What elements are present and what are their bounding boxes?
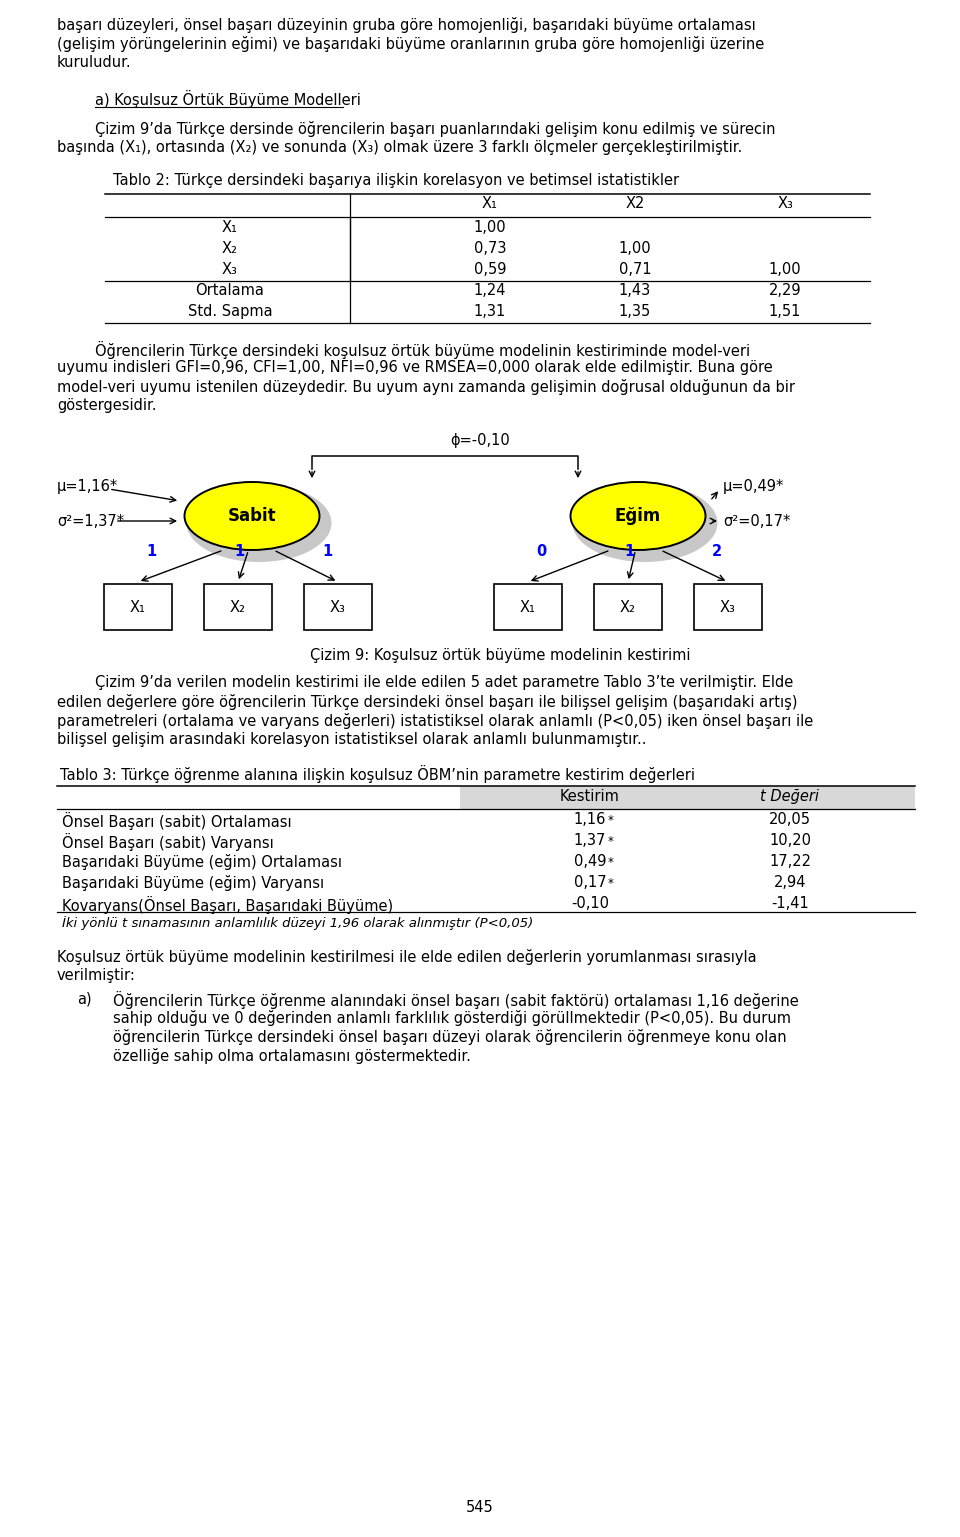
Text: *: * [608, 856, 613, 868]
Text: (gelişim yörüngelerinin eğimi) ve başarıdaki büyüme oranlarının gruba göre homoj: (gelişim yörüngelerinin eğimi) ve başarı… [57, 35, 764, 52]
Text: 17,22: 17,22 [769, 855, 811, 868]
Text: Tablo 3: Türkçe öğrenme alanına ilişkin koşulsuz ÖBM’nin parametre kestirim değe: Tablo 3: Türkçe öğrenme alanına ilişkin … [60, 765, 695, 782]
Text: σ²=1,37*: σ²=1,37* [57, 513, 124, 529]
FancyBboxPatch shape [104, 584, 172, 630]
Text: -1,41: -1,41 [771, 896, 809, 911]
Text: 2,29: 2,29 [769, 283, 802, 298]
Text: 10,20: 10,20 [769, 833, 811, 848]
Text: Önsel Başarı (sabit) Ortalaması: Önsel Başarı (sabit) Ortalaması [62, 812, 292, 830]
Text: özelliğe sahip olma ortalamasını göstermektedir.: özelliğe sahip olma ortalamasını gösterm… [113, 1048, 470, 1064]
Text: Çizim 9: Koşulsuz örtük büyüme modelinin kestirimi: Çizim 9: Koşulsuz örtük büyüme modelinin… [310, 649, 690, 662]
Text: X₃: X₃ [330, 599, 346, 615]
Text: X₂: X₂ [230, 599, 246, 615]
Text: X₃: X₃ [222, 261, 238, 277]
FancyBboxPatch shape [460, 785, 915, 808]
Ellipse shape [570, 483, 706, 550]
Text: X2: X2 [625, 197, 645, 211]
Text: 1: 1 [147, 544, 156, 559]
Text: X₁: X₁ [130, 599, 146, 615]
Text: X₁: X₁ [520, 599, 536, 615]
Text: Öğrencilerin Türkçe dersindeki koşulsuz örtük büyüme modelinin kestiriminde mode: Öğrencilerin Türkçe dersindeki koşulsuz … [95, 341, 750, 360]
Text: 2,94: 2,94 [774, 875, 806, 890]
Text: Öğrencilerin Türkçe öğrenme alanındaki önsel başarı (sabit faktörü) ortalaması 1: Öğrencilerin Türkçe öğrenme alanındaki ö… [113, 991, 799, 1008]
Text: Başarıdaki Büyüme (eğim) Ortalaması: Başarıdaki Büyüme (eğim) Ortalaması [62, 855, 342, 870]
Text: 0,49: 0,49 [574, 855, 607, 868]
Text: 1: 1 [234, 544, 245, 559]
Text: μ=1,16*: μ=1,16* [57, 478, 118, 493]
Text: X₂: X₂ [620, 599, 636, 615]
Text: Sabit: Sabit [228, 507, 276, 526]
Text: 2: 2 [712, 544, 722, 559]
Text: 1,00: 1,00 [769, 261, 802, 277]
Text: X₁: X₁ [222, 220, 238, 235]
Ellipse shape [572, 484, 717, 563]
Text: Başarıdaki Büyüme (eğim) Varyansı: Başarıdaki Büyüme (eğim) Varyansı [62, 875, 324, 891]
Text: kuruludur.: kuruludur. [57, 55, 132, 71]
FancyBboxPatch shape [694, 584, 762, 630]
Text: *: * [608, 835, 613, 848]
Text: -0,10: -0,10 [571, 896, 609, 911]
Text: parametreleri (ortalama ve varyans değerleri) istatistiksel olarak anlamlı (P<0,: parametreleri (ortalama ve varyans değer… [57, 713, 813, 729]
Text: göstergesidir.: göstergesidir. [57, 398, 156, 413]
Text: 1,31: 1,31 [474, 304, 506, 320]
Text: 0,17: 0,17 [574, 875, 607, 890]
Text: 20,05: 20,05 [769, 812, 811, 827]
Text: t Değeri: t Değeri [760, 788, 820, 804]
FancyBboxPatch shape [594, 584, 662, 630]
Text: edilen değerlere göre öğrencilerin Türkçe dersindeki önsel başarı ile bilişsel g: edilen değerlere göre öğrencilerin Türkç… [57, 695, 798, 710]
Text: Kestirim: Kestirim [560, 788, 620, 804]
Text: a): a) [77, 991, 91, 1007]
Text: Tablo 2: Türkçe dersindeki başarıya ilişkin korelasyon ve betimsel istatistikler: Tablo 2: Türkçe dersindeki başarıya iliş… [113, 174, 679, 188]
FancyBboxPatch shape [304, 584, 372, 630]
Text: Çizim 9’da verilen modelin kestirimi ile elde edilen 5 adet parametre Tablo 3’te: Çizim 9’da verilen modelin kestirimi ile… [95, 675, 793, 690]
Text: X₃: X₃ [777, 197, 793, 211]
Text: 1,00: 1,00 [618, 241, 651, 257]
Text: verilmiştir:: verilmiştir: [57, 968, 136, 984]
Text: sahip olduğu ve 0 değerinden anlamlı farklılık gösterdiği görüllmektedir (P<0,05: sahip olduğu ve 0 değerinden anlamlı far… [113, 1010, 791, 1027]
Text: Kovaryans(Önsel Başarı, Başarıdaki Büyüme): Kovaryans(Önsel Başarı, Başarıdaki Büyüm… [62, 896, 394, 915]
FancyBboxPatch shape [494, 584, 562, 630]
Text: 1,51: 1,51 [769, 304, 802, 320]
Text: 0,73: 0,73 [473, 241, 506, 257]
Text: başarı düzeyleri, önsel başarı düzeyinin gruba göre homojenliği, başarıdaki büyü: başarı düzeyleri, önsel başarı düzeyinin… [57, 17, 756, 32]
Text: bilişsel gelişim arasındaki korelasyon istatistiksel olarak anlamlı bulunmamıştı: bilişsel gelişim arasındaki korelasyon i… [57, 732, 646, 747]
Text: Ortalama: Ortalama [196, 283, 264, 298]
Text: 1: 1 [323, 544, 333, 559]
Text: 1,00: 1,00 [473, 220, 506, 235]
Text: 1,37: 1,37 [574, 833, 606, 848]
Text: *: * [608, 815, 613, 827]
Text: 1,16: 1,16 [574, 812, 606, 827]
Text: model-veri uyumu istenilen düzeydedir. Bu uyum aynı zamanda gelişimin doğrusal o: model-veri uyumu istenilen düzeydedir. B… [57, 380, 795, 395]
Text: 1,43: 1,43 [619, 283, 651, 298]
Text: uyumu indisleri GFI=0,96, CFI=1,00, NFI=0,96 ve RMSEA=0,000 olarak elde edilmişt: uyumu indisleri GFI=0,96, CFI=1,00, NFI=… [57, 360, 773, 375]
Text: 0,59: 0,59 [473, 261, 506, 277]
Text: Eğim: Eğim [614, 507, 661, 526]
Text: a) Koşulsuz Örtük Büyüme Modelleri: a) Koşulsuz Örtük Büyüme Modelleri [95, 91, 361, 108]
Text: 1,35: 1,35 [619, 304, 651, 320]
Text: ϕ=-0,10: ϕ=-0,10 [450, 433, 510, 447]
Ellipse shape [184, 483, 320, 550]
Text: X₂: X₂ [222, 241, 238, 257]
Text: 545: 545 [467, 1500, 493, 1515]
Text: 1,24: 1,24 [473, 283, 506, 298]
Ellipse shape [186, 484, 331, 563]
Text: Çizim 9’da Türkçe dersinde öğrencilerin başarı puanlarındaki gelişim konu edilmi: Çizim 9’da Türkçe dersinde öğrencilerin … [95, 121, 776, 137]
Text: X₃: X₃ [720, 599, 736, 615]
Text: Koşulsuz örtük büyüme modelinin kestirilmesi ile elde edilen değerlerin yorumlan: Koşulsuz örtük büyüme modelinin kestiril… [57, 948, 756, 965]
Text: *: * [608, 878, 613, 890]
Text: 0: 0 [536, 544, 546, 559]
Text: μ=0,49*: μ=0,49* [723, 478, 784, 493]
Text: X₁: X₁ [482, 197, 498, 211]
Text: 0,71: 0,71 [618, 261, 651, 277]
Text: başında (X₁), ortasında (X₂) ve sonunda (X₃) olmak üzere 3 farklı ölçmeler gerçe: başında (X₁), ortasında (X₂) ve sonunda … [57, 140, 742, 155]
Text: Önsel Başarı (sabit) Varyansı: Önsel Başarı (sabit) Varyansı [62, 833, 274, 851]
Text: 1: 1 [624, 544, 635, 559]
Text: öğrencilerin Türkçe dersindeki önsel başarı düzeyi olarak öğrencilerin öğrenmeye: öğrencilerin Türkçe dersindeki önsel baş… [113, 1028, 786, 1045]
Text: İki yönlü t sınamasının anlamlılık düzeyi 1,96 olarak alınmıştır (P<0,05): İki yönlü t sınamasının anlamlılık düzey… [62, 916, 533, 930]
Text: σ²=0,17*: σ²=0,17* [723, 513, 790, 529]
Text: Std. Sapma: Std. Sapma [188, 304, 273, 320]
FancyBboxPatch shape [204, 584, 272, 630]
